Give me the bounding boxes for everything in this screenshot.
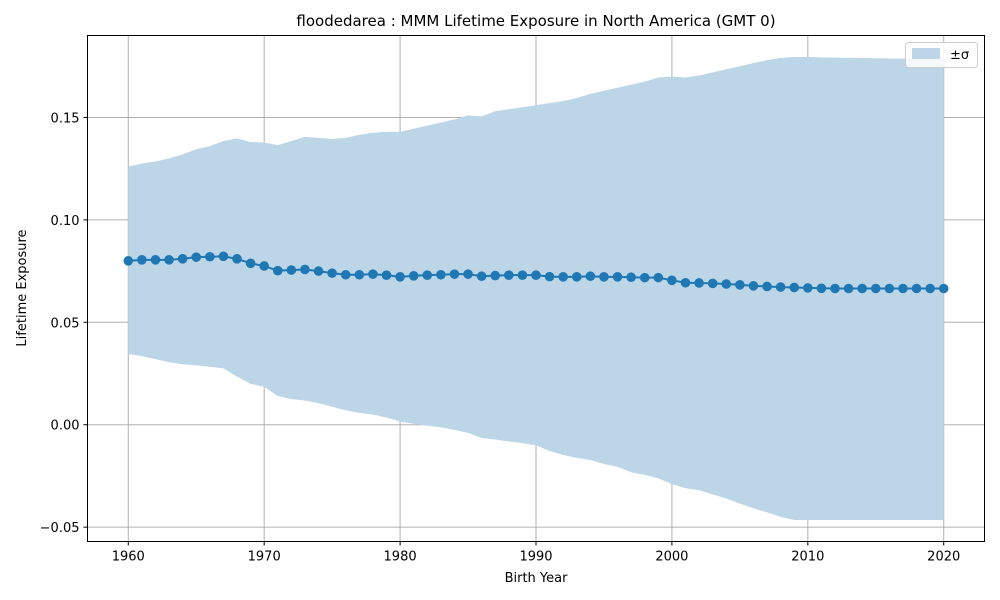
data-point — [775, 282, 786, 292]
data-point — [898, 283, 908, 294]
data-point — [232, 253, 242, 264]
data-point — [585, 271, 596, 282]
data-point — [884, 283, 895, 294]
data-point — [531, 270, 541, 280]
data-point — [571, 272, 582, 282]
data-point — [123, 256, 134, 266]
y-axis-ticks: −0.05 0.00 0.05 0.10 0.15 — [40, 111, 88, 536]
data-point — [803, 283, 813, 293]
data-point — [612, 272, 623, 282]
data-point — [259, 261, 269, 271]
data-point — [830, 283, 840, 294]
data-point — [857, 283, 867, 294]
data-point — [476, 271, 487, 282]
series-markers — [123, 251, 949, 294]
data-point — [327, 268, 337, 278]
data-point — [300, 264, 310, 275]
data-point — [218, 251, 229, 262]
x-tick-label: 1970 — [248, 550, 281, 565]
data-point — [463, 269, 473, 279]
data-point — [626, 272, 636, 283]
legend: ±σ — [905, 42, 978, 68]
data-point — [721, 279, 732, 289]
data-point — [680, 277, 691, 288]
data-point — [272, 265, 283, 276]
data-point — [354, 269, 365, 280]
data-point — [735, 280, 745, 290]
data-point — [340, 269, 351, 280]
data-point — [205, 251, 215, 262]
data-point — [762, 281, 772, 292]
data-point — [164, 255, 174, 265]
data-point — [870, 283, 881, 294]
data-point — [925, 283, 935, 294]
x-tick-label: 1980 — [384, 550, 417, 565]
data-point — [938, 283, 949, 294]
y-tick-label: 0.05 — [51, 316, 80, 331]
y-tick-label: 0.10 — [51, 214, 80, 229]
data-point — [368, 269, 378, 279]
x-axis-ticks: 1960 1970 1980 1990 2000 2010 2020 — [112, 541, 960, 565]
data-point — [245, 258, 256, 269]
legend-band-swatch — [912, 48, 940, 59]
data-point — [789, 282, 800, 293]
x-tick-label: 2000 — [655, 550, 688, 565]
x-axis-label: Birth Year — [505, 571, 569, 586]
x-tick-label: 2020 — [927, 550, 960, 565]
data-point — [653, 272, 664, 283]
data-point — [504, 270, 514, 280]
data-point — [517, 270, 528, 280]
data-point — [599, 272, 609, 282]
chart-title: floodedarea : MMM Lifetime Exposure in N… — [296, 12, 775, 30]
data-point — [177, 253, 188, 264]
data-point — [313, 266, 324, 276]
y-tick-label: 0.00 — [51, 419, 80, 434]
data-point — [816, 283, 827, 294]
data-point — [191, 252, 202, 262]
data-point — [843, 283, 854, 294]
data-point — [286, 265, 297, 275]
data-point — [449, 269, 460, 279]
data-point — [381, 270, 392, 280]
data-point — [137, 255, 147, 265]
sigma-band — [128, 57, 944, 520]
data-point — [422, 270, 433, 280]
data-point — [639, 272, 650, 283]
data-point — [748, 281, 759, 291]
data-point — [707, 278, 718, 289]
x-tick-label: 1990 — [519, 550, 552, 565]
legend-band-label: ±σ — [950, 48, 969, 63]
data-point — [436, 269, 446, 280]
data-point — [544, 271, 555, 282]
data-point — [408, 270, 419, 281]
data-point — [667, 275, 677, 286]
data-point — [694, 278, 704, 288]
data-point — [558, 272, 568, 282]
data-point — [911, 283, 922, 294]
sigma-band-layer — [128, 57, 944, 520]
data-point — [150, 255, 161, 265]
y-tick-label: 0.15 — [51, 111, 80, 126]
data-point — [395, 272, 405, 282]
x-tick-label: 1960 — [112, 550, 145, 565]
data-point — [490, 270, 501, 281]
y-axis-label: Lifetime Exposure — [15, 229, 30, 346]
x-tick-label: 2010 — [791, 550, 824, 565]
y-tick-label: −0.05 — [40, 521, 80, 536]
